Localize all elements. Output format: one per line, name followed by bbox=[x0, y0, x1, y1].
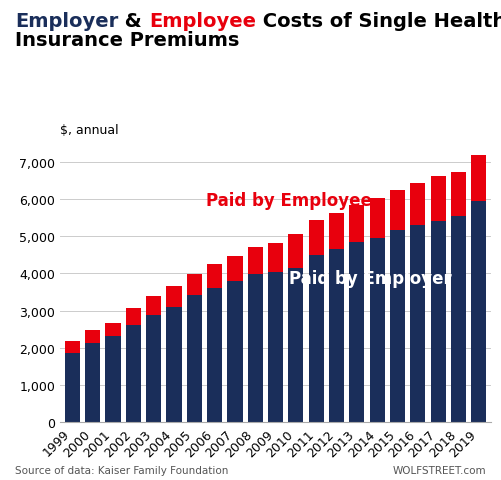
Bar bbox=[65, 353, 80, 422]
Bar bbox=[85, 331, 100, 343]
Bar bbox=[349, 242, 364, 422]
Bar bbox=[166, 307, 181, 422]
Bar bbox=[410, 226, 425, 422]
Text: $, annual: $, annual bbox=[60, 124, 119, 137]
Bar bbox=[390, 191, 405, 230]
Text: Insurance Premiums: Insurance Premiums bbox=[15, 31, 239, 50]
Bar bbox=[430, 176, 446, 221]
Bar bbox=[309, 221, 324, 255]
Bar bbox=[227, 282, 242, 422]
Bar bbox=[471, 202, 486, 422]
Bar bbox=[288, 268, 304, 422]
Text: Paid by Employee: Paid by Employee bbox=[205, 191, 371, 209]
Bar bbox=[268, 243, 283, 272]
Bar bbox=[146, 316, 161, 422]
Bar bbox=[268, 272, 283, 422]
Bar bbox=[288, 235, 304, 268]
Bar bbox=[65, 342, 80, 353]
Text: &: & bbox=[118, 12, 149, 31]
Bar bbox=[329, 214, 344, 249]
Bar bbox=[227, 256, 242, 282]
Bar bbox=[430, 221, 446, 422]
Bar bbox=[187, 296, 202, 422]
Text: Paid by Employer: Paid by Employer bbox=[289, 269, 452, 287]
Bar bbox=[247, 275, 263, 422]
Bar bbox=[166, 286, 181, 307]
Bar bbox=[451, 216, 466, 422]
Text: Source of data: Kaiser Family Foundation: Source of data: Kaiser Family Foundation bbox=[15, 465, 228, 475]
Bar bbox=[85, 343, 100, 422]
Bar bbox=[247, 248, 263, 275]
Bar bbox=[390, 230, 405, 422]
Text: Employer: Employer bbox=[15, 12, 118, 31]
Bar bbox=[187, 275, 202, 296]
Bar bbox=[126, 308, 141, 325]
Text: Employee: Employee bbox=[149, 12, 256, 31]
Bar bbox=[451, 172, 466, 216]
Bar bbox=[410, 183, 425, 226]
Bar bbox=[329, 249, 344, 422]
Bar bbox=[370, 199, 385, 239]
Bar bbox=[309, 255, 324, 422]
Bar bbox=[105, 336, 121, 422]
Bar bbox=[126, 325, 141, 422]
Text: Costs of Single Health: Costs of Single Health bbox=[256, 12, 501, 31]
Text: WOLFSTREET.com: WOLFSTREET.com bbox=[392, 465, 486, 475]
Bar bbox=[207, 265, 222, 288]
Bar bbox=[105, 324, 121, 336]
Bar bbox=[370, 239, 385, 422]
Bar bbox=[146, 297, 161, 316]
Bar bbox=[349, 205, 364, 242]
Bar bbox=[207, 288, 222, 422]
Bar bbox=[471, 156, 486, 202]
